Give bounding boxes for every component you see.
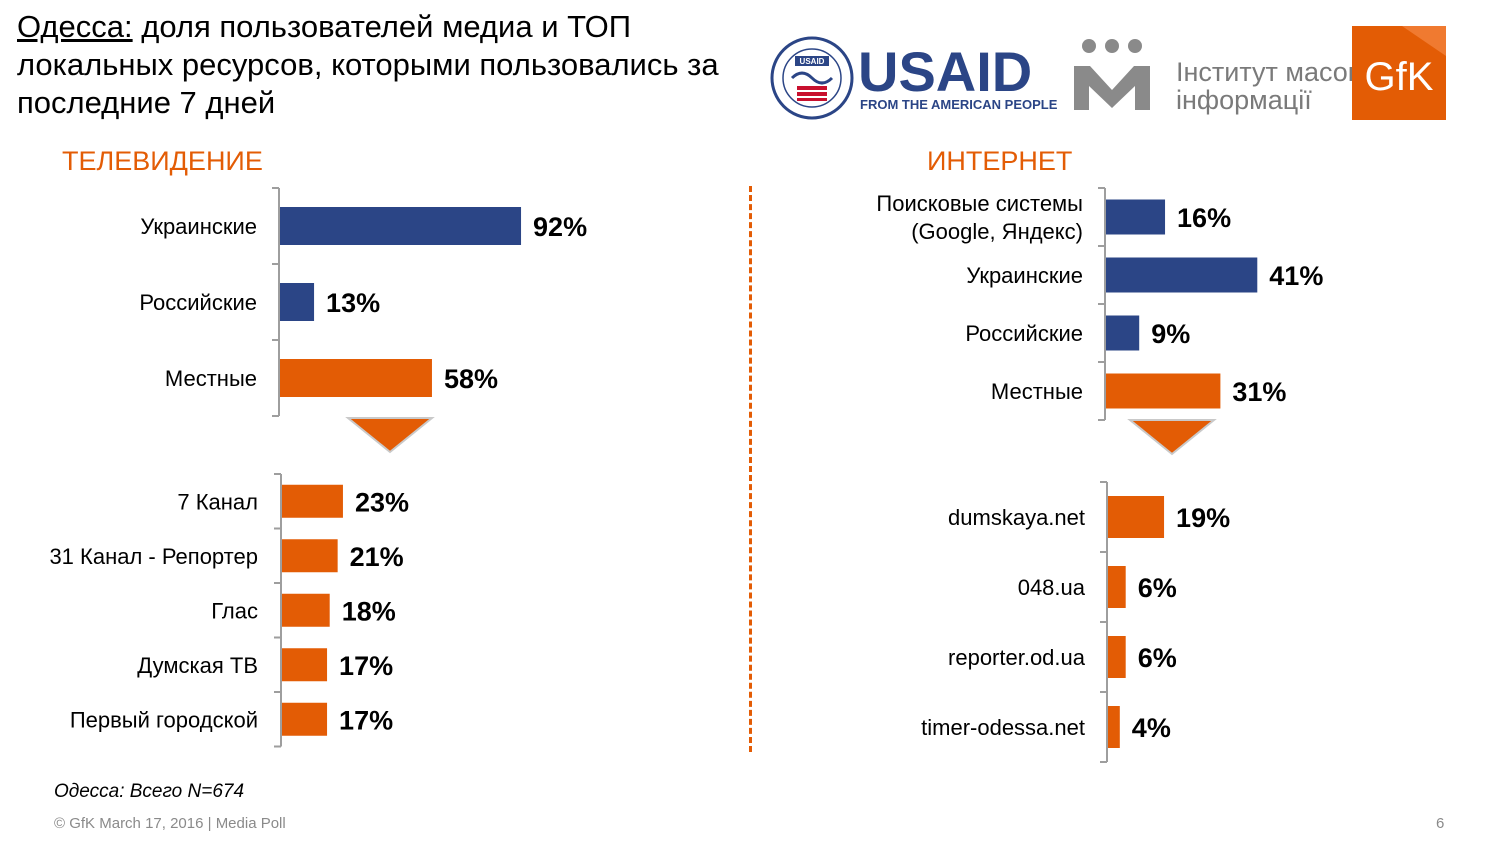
internet_local-value-label: 6% — [1138, 643, 1177, 673]
tv_top-category-label: Украинские — [140, 214, 257, 239]
usaid-seal-logo: USAID — [770, 36, 854, 120]
tv_local-category-label: Первый городской — [70, 707, 258, 732]
partner-logos: USAID USAID FROM THE AMERICAN PEOPLE Інс… — [770, 26, 1450, 122]
usaid-wordmark: USAID — [858, 40, 1032, 103]
internet_top-category-label: (Google, Яндекс) — [911, 219, 1083, 244]
internet-down-arrow — [1127, 419, 1217, 456]
svg-text:USAID: USAID — [800, 57, 825, 66]
internet_local-category-label: reporter.od.ua — [948, 645, 1086, 670]
tv-section-title: ТЕЛЕВИДЕНИЕ — [62, 146, 263, 176]
imi-logo — [1074, 39, 1150, 110]
internet_top-category-label: Поисковые системы — [876, 191, 1083, 216]
title-text: доля пользователей медиа и ТОП локальных… — [17, 9, 719, 120]
internet_top-value-label: 41% — [1269, 261, 1323, 291]
internet_local-value-label: 6% — [1138, 573, 1177, 603]
tv_top-value-label: 58% — [444, 364, 498, 394]
tv_top-category-label: Российские — [139, 290, 257, 315]
tv_local-category-label: Глас — [211, 598, 258, 623]
internet_local-bar — [1108, 566, 1126, 608]
tv_local-bar — [282, 593, 330, 627]
internet_top-value-label: 9% — [1151, 319, 1190, 349]
page-number: 6 — [1436, 815, 1445, 832]
tv_local-value-label: 17% — [339, 651, 393, 681]
svg-text:GfK: GfK — [1365, 55, 1434, 99]
internet_top-bar — [1106, 315, 1140, 351]
tv_local-bar — [282, 484, 343, 518]
internet_local-bar — [1108, 496, 1165, 538]
tv_top-bar — [280, 207, 522, 245]
tv_local-value-label: 23% — [355, 487, 409, 517]
internet_local-value-label: 19% — [1176, 503, 1230, 533]
tv_top-category-label: Местные — [165, 366, 257, 391]
tv_top-bar — [280, 359, 432, 397]
page-title: Одесса: доля пользователей медиа и ТОП л… — [17, 8, 757, 122]
tv_local-bar — [282, 539, 338, 573]
imi-name-line1: Інститут масової — [1176, 57, 1385, 87]
internet_local-value-label: 4% — [1132, 713, 1171, 743]
internet_local-category-label: timer-odessa.net — [921, 715, 1085, 740]
logos-svg: USAID USAID FROM THE AMERICAN PEOPLE Інс… — [770, 26, 1446, 120]
tv_local-value-label: 17% — [339, 705, 393, 735]
internet_local-bar — [1108, 706, 1120, 748]
tv_top-value-label: 13% — [326, 288, 380, 318]
internet_top-category-label: Украинские — [966, 263, 1083, 288]
tv_local-value-label: 21% — [350, 542, 404, 572]
internet_local-bar — [1108, 636, 1126, 678]
internet_local-category-label: 048.ua — [1018, 575, 1086, 600]
tv_top-value-label: 92% — [533, 212, 587, 242]
internet_top-value-label: 16% — [1177, 203, 1231, 233]
internet_local-category-label: dumskaya.net — [948, 505, 1085, 530]
internet_top-category-label: Российские — [965, 321, 1083, 346]
title-city: Одесса: — [17, 9, 133, 44]
copyright-footer: © GfK March 17, 2016 | Media Poll — [54, 815, 286, 832]
tv_local-bar — [282, 702, 328, 736]
internet_top-category-label: Местные — [991, 379, 1083, 404]
tv_local-category-label: 31 Канал - Репортер — [49, 544, 258, 569]
tv_local-category-label: Думская ТВ — [137, 653, 258, 678]
tv_top-bar — [280, 283, 315, 321]
usaid-tagline: FROM THE AMERICAN PEOPLE — [860, 97, 1058, 112]
internet_top-value-label: 31% — [1232, 377, 1286, 407]
tv_local-value-label: 18% — [342, 596, 396, 626]
section-divider — [749, 186, 752, 752]
gfk-logo: GfK — [1352, 26, 1446, 120]
internet_top-bar — [1106, 257, 1258, 293]
tv-down-arrow — [345, 417, 435, 454]
sample-footnote: Одесса: Всего N=674 — [54, 781, 245, 802]
tv_local-category-label: 7 Канал — [177, 489, 258, 514]
internet_top-bar — [1106, 199, 1166, 235]
tv_local-bar — [282, 648, 328, 682]
imi-name-line2: інформації — [1176, 85, 1312, 115]
internet_top-bar — [1106, 373, 1221, 409]
internet-section-title: ИНТЕРНЕТ — [927, 146, 1073, 176]
